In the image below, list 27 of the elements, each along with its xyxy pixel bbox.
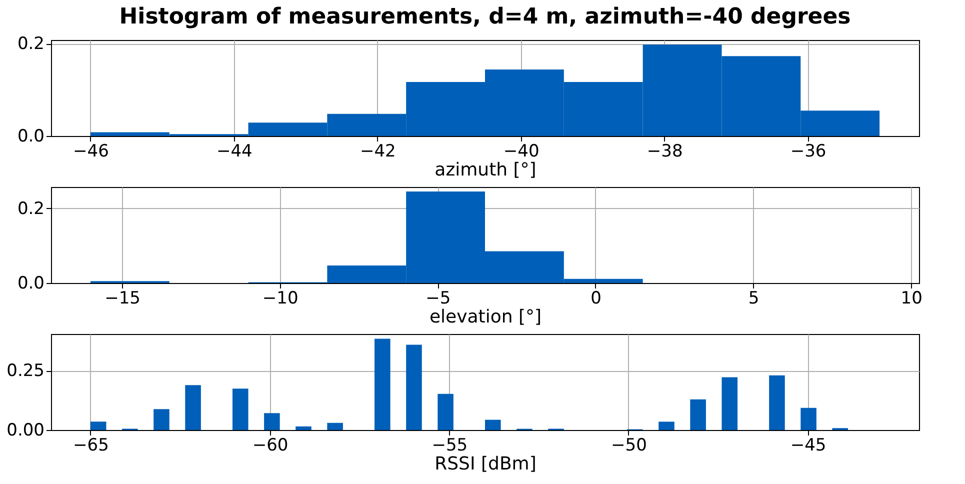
x-tick-label: −55 <box>432 436 468 456</box>
x-tick-label: −5 <box>426 288 451 308</box>
x-tick-label: −44 <box>216 142 252 162</box>
x-tick-label: 10 <box>900 288 922 308</box>
x-tick-label: −38 <box>646 142 683 162</box>
x-tick-label: −45 <box>790 436 826 456</box>
x-axis-title: azimuth [°] <box>434 160 536 180</box>
x-tick-label: −10 <box>262 288 298 308</box>
x-tick-label: −65 <box>73 436 109 456</box>
y-tick-label: 0.0 <box>17 126 44 146</box>
y-tick-label: 0.25 <box>6 361 44 382</box>
x-tick-label: −50 <box>611 436 647 456</box>
x-tick-label: −60 <box>252 436 288 456</box>
x-axis-title: elevation [°] <box>429 306 542 328</box>
x-tick-label: −36 <box>790 142 826 162</box>
x-tick-label: −42 <box>360 142 396 162</box>
y-tick-label: 0.0 <box>17 274 44 294</box>
y-tick-label: 0.00 <box>6 420 44 440</box>
y-tick-label: 0.2 <box>17 34 44 54</box>
y-tick-label: 0.2 <box>17 198 44 219</box>
x-axis-title: RSSI [dBm] <box>434 454 536 474</box>
chart-title: Histogram of measurements, d=4 m, azimuth=-40 degrees <box>119 4 851 30</box>
x-tick-label: −40 <box>503 142 540 162</box>
x-tick-label: 5 <box>748 288 760 308</box>
x-tick-label: −46 <box>73 142 109 162</box>
x-tick-label: 0 <box>590 288 602 308</box>
x-tick-label: −15 <box>104 288 140 308</box>
